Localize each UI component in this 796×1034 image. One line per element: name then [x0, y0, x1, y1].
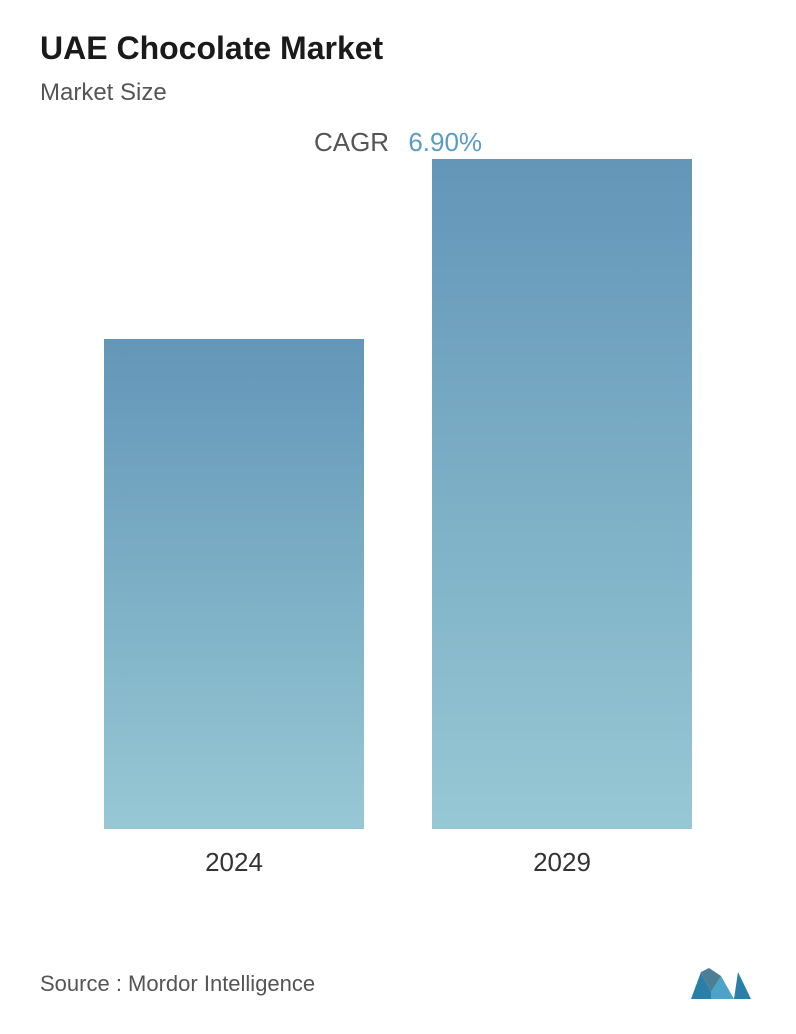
footer: Source : Mordor Intelligence [40, 964, 756, 1004]
source-text: Source : Mordor Intelligence [40, 971, 315, 997]
bar-group-0: 2024 [104, 339, 364, 878]
bar-0 [104, 339, 364, 829]
mordor-logo-icon [686, 964, 756, 1004]
chart-subtitle: Market Size [40, 79, 756, 107]
chart-area: 2024 2029 [40, 198, 756, 878]
cagr-row: CAGR 6.90% [40, 127, 756, 158]
bar-label-1: 2029 [533, 847, 591, 878]
cagr-label: CAGR [314, 127, 389, 157]
bar-group-1: 2029 [432, 159, 692, 878]
bar-1 [432, 159, 692, 829]
bar-label-0: 2024 [205, 847, 263, 878]
cagr-value: 6.90% [408, 127, 482, 157]
chart-title: UAE Chocolate Market [40, 30, 756, 67]
